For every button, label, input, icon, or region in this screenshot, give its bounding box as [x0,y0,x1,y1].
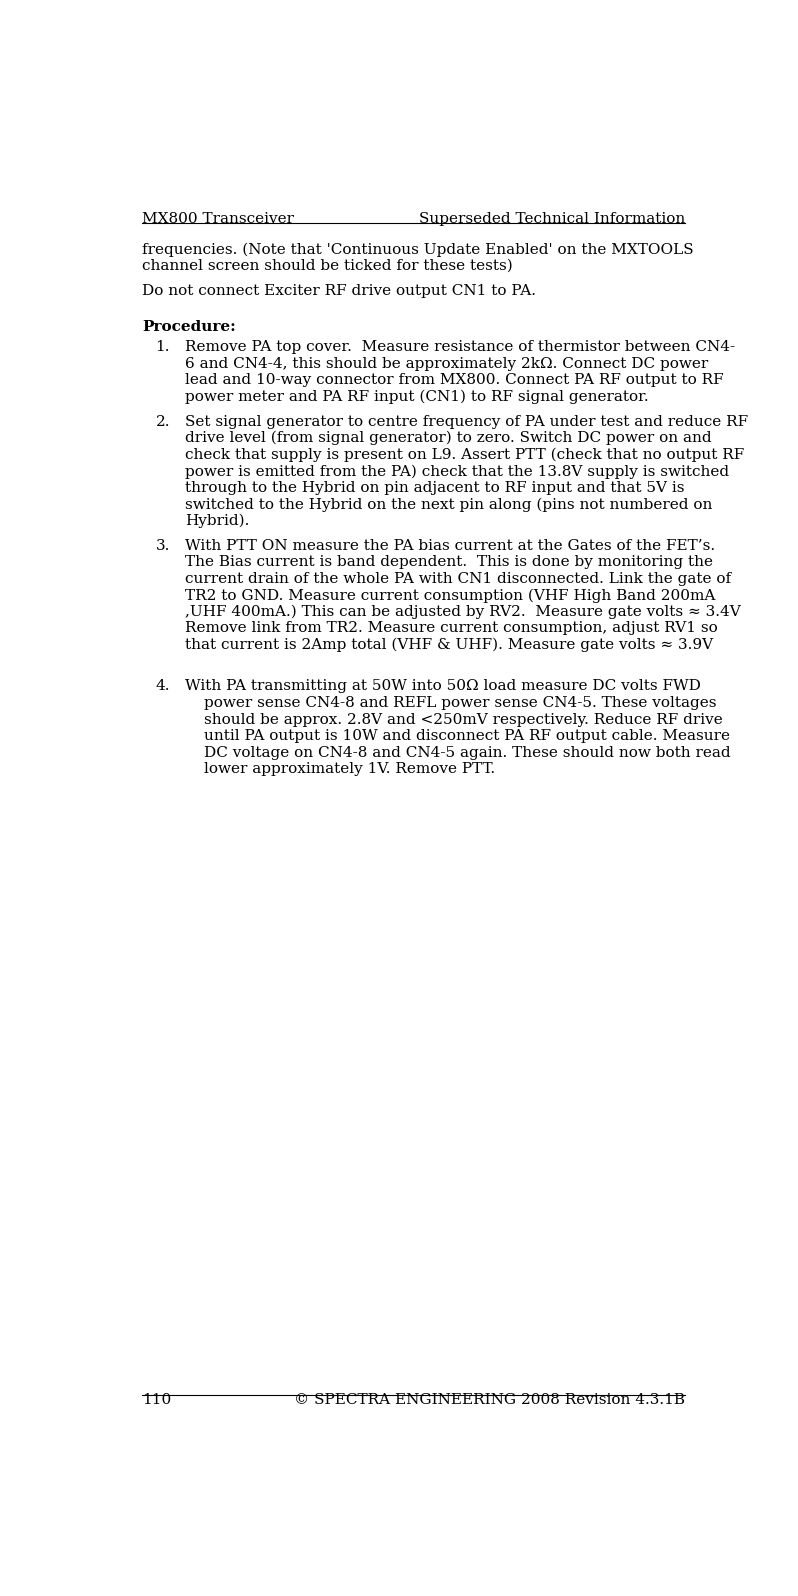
Text: check that supply is present on L9. Assert PTT (check that no output RF: check that supply is present on L9. Asse… [185,447,745,461]
Text: power meter and PA RF input (CN1) to RF signal generator.: power meter and PA RF input (CN1) to RF … [185,389,649,404]
Text: 110: 110 [142,1393,172,1406]
Text: switched to the Hybrid on the next pin along (pins not numbered on: switched to the Hybrid on the next pin a… [185,498,713,512]
Text: TR2 to GND. Measure current consumption (VHF High Band 200mA: TR2 to GND. Measure current consumption … [185,589,715,603]
Text: until PA output is 10W and disconnect PA RF output cable. Measure: until PA output is 10W and disconnect PA… [204,729,730,744]
Text: power is emitted from the PA) check that the 13.8V supply is switched: power is emitted from the PA) check that… [185,464,729,479]
Text: Remove PA top cover.  Measure resistance of thermistor between CN4-: Remove PA top cover. Measure resistance … [185,340,735,354]
Text: Hybrid).: Hybrid). [185,514,249,528]
Text: Procedure:: Procedure: [142,321,236,334]
Text: 4.: 4. [156,680,170,693]
Text: 6 and CN4-4, this should be approximately 2kΩ. Connect DC power: 6 and CN4-4, this should be approximatel… [185,356,709,370]
Text: frequencies. (Note that 'Continuous Update Enabled' on the MXTOOLS: frequencies. (Note that 'Continuous Upda… [142,243,694,257]
Text: power sense CN4-8 and REFL power sense CN4-5. These voltages: power sense CN4-8 and REFL power sense C… [204,696,717,710]
Text: 2.: 2. [156,415,170,428]
Text: ,UHF 400mA.) This can be adjusted by RV2.  Measure gate volts ≈ 3.4V: ,UHF 400mA.) This can be adjusted by RV2… [185,605,741,619]
Text: through to the Hybrid on pin adjacent to RF input and that 5V is: through to the Hybrid on pin adjacent to… [185,480,685,495]
Text: current drain of the whole PA with CN1 disconnected. Link the gate of: current drain of the whole PA with CN1 d… [185,571,731,586]
Text: Remove link from TR2. Measure current consumption, adjust RV1 so: Remove link from TR2. Measure current co… [185,621,717,635]
Text: Superseded Technical Information: Superseded Technical Information [419,212,685,225]
Text: With PA transmitting at 50W into 50Ω load measure DC volts FWD: With PA transmitting at 50W into 50Ω loa… [185,680,701,693]
Text: should be approx. 2.8V and <250mV respectively. Reduce RF drive: should be approx. 2.8V and <250mV respec… [204,712,723,726]
Text: that current is 2Amp total (VHF & UHF). Measure gate volts ≈ 3.9V: that current is 2Amp total (VHF & UHF). … [185,638,713,653]
Text: MX800 Transceiver: MX800 Transceiver [142,212,294,225]
Text: 3.: 3. [156,539,170,552]
Text: © SPECTRA ENGINEERING 2008 Revision 4.3.1B: © SPECTRA ENGINEERING 2008 Revision 4.3.… [294,1393,685,1406]
Text: drive level (from signal generator) to zero. Switch DC power on and: drive level (from signal generator) to z… [185,431,712,445]
Text: The Bias current is band dependent.  This is done by monitoring the: The Bias current is band dependent. This… [185,555,713,570]
Text: Set signal generator to centre frequency of PA under test and reduce RF: Set signal generator to centre frequency… [185,415,749,428]
Text: 1.: 1. [156,340,170,354]
Text: DC voltage on CN4-8 and CN4-5 again. These should now both read: DC voltage on CN4-8 and CN4-5 again. The… [204,745,731,760]
Text: With PTT ON measure the PA bias current at the Gates of the FET’s.: With PTT ON measure the PA bias current … [185,539,715,552]
Text: lower approximately 1V. Remove PTT.: lower approximately 1V. Remove PTT. [204,763,496,776]
Text: Do not connect Exciter RF drive output CN1 to PA.: Do not connect Exciter RF drive output C… [142,284,536,298]
Text: channel screen should be ticked for these tests): channel screen should be ticked for thes… [142,259,513,273]
Text: lead and 10-way connector from MX800. Connect PA RF output to RF: lead and 10-way connector from MX800. Co… [185,373,724,388]
